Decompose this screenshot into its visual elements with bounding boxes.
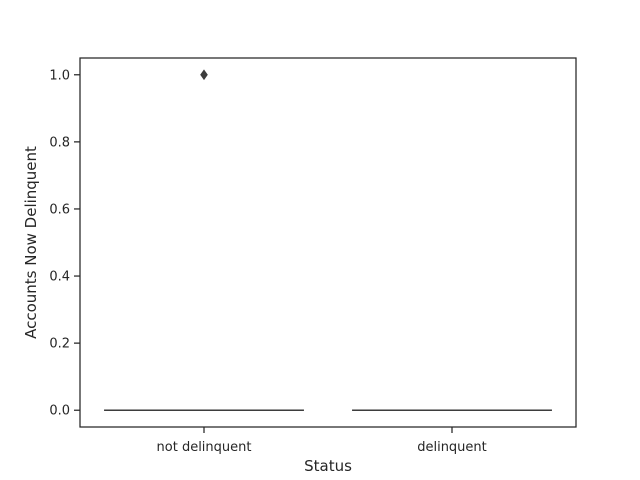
y-tick-label: 0.6 — [49, 202, 70, 217]
box-not-delinquent — [104, 69, 304, 411]
y-tick-label: 0.8 — [49, 135, 70, 150]
x-axis-label: Status — [304, 457, 352, 475]
outlier-point — [200, 69, 208, 81]
x-tick-label: not delinquent — [157, 440, 252, 455]
y-tick-label: 0.2 — [49, 337, 70, 352]
x-tick-label: delinquent — [417, 440, 487, 455]
y-tick-label: 1.0 — [49, 68, 70, 83]
y-axis-label: Accounts Now Delinquent — [22, 146, 40, 339]
y-axis-ticks: 0.0 0.2 0.4 0.6 0.8 1.0 — [49, 68, 80, 419]
plot-frame — [79, 57, 577, 428]
x-axis-ticks: not delinquent delinquent — [157, 427, 487, 455]
y-tick-label: 0.4 — [49, 270, 70, 285]
box-series — [104, 69, 552, 411]
y-tick-label: 0.0 — [49, 404, 70, 419]
